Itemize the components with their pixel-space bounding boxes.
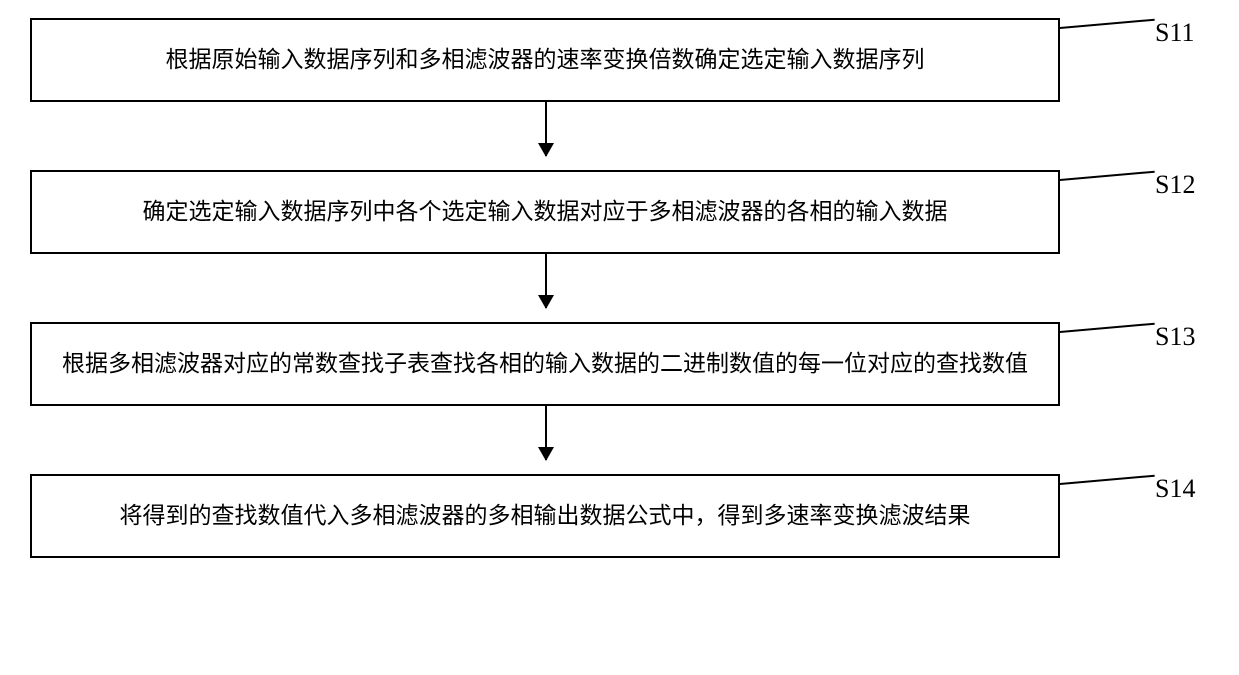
- arrow-1: [545, 102, 547, 156]
- step-label-s14: S14: [1155, 474, 1195, 504]
- step-text-s12: 确定选定输入数据序列中各个选定输入数据对应于多相滤波器的各相的输入数据: [143, 195, 948, 230]
- flowchart-container: 根据原始输入数据序列和多相滤波器的速率变换倍数确定选定输入数据序列 S11 确定…: [0, 0, 1239, 675]
- step-box-s13: 根据多相滤波器对应的常数查找子表查找各相的输入数据的二进制数值的每一位对应的查找…: [30, 322, 1060, 406]
- step-label-s11: S11: [1155, 18, 1195, 48]
- connector-s11: [1060, 19, 1155, 29]
- step-label-s13: S13: [1155, 322, 1195, 352]
- step-text-s13: 根据多相滤波器对应的常数查找子表查找各相的输入数据的二进制数值的每一位对应的查找…: [62, 347, 1028, 382]
- step-box-s11: 根据原始输入数据序列和多相滤波器的速率变换倍数确定选定输入数据序列: [30, 18, 1060, 102]
- connector-s12: [1060, 171, 1155, 181]
- step-text-s14: 将得到的查找数值代入多相滤波器的多相输出数据公式中，得到多速率变换滤波结果: [120, 499, 971, 534]
- step-box-s14: 将得到的查找数值代入多相滤波器的多相输出数据公式中，得到多速率变换滤波结果: [30, 474, 1060, 558]
- step-text-s11: 根据原始输入数据序列和多相滤波器的速率变换倍数确定选定输入数据序列: [166, 43, 925, 78]
- arrow-2: [545, 254, 547, 308]
- arrow-3: [545, 406, 547, 460]
- step-box-s12: 确定选定输入数据序列中各个选定输入数据对应于多相滤波器的各相的输入数据: [30, 170, 1060, 254]
- connector-s14: [1060, 475, 1155, 485]
- step-label-s12: S12: [1155, 170, 1195, 200]
- connector-s13: [1060, 323, 1155, 333]
